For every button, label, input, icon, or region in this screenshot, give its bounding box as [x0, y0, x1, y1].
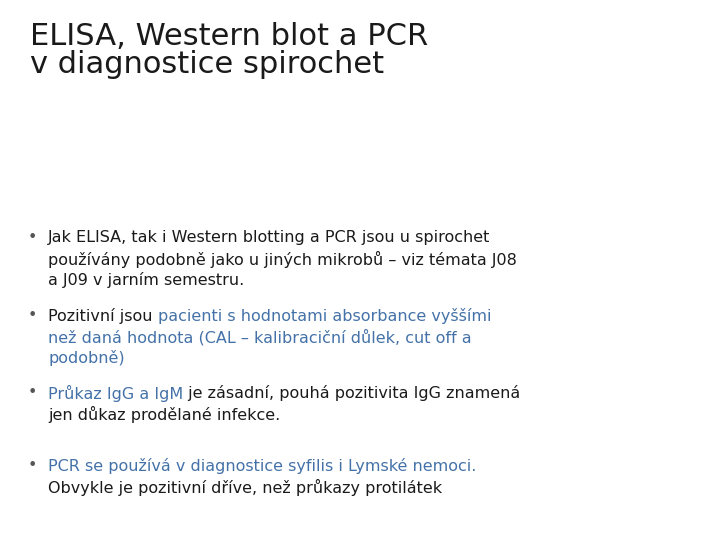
Text: Pozitivní jsou: Pozitivní jsou	[48, 308, 158, 324]
Text: Obvykle je pozitivní dříve, než průkazy protilátek: Obvykle je pozitivní dříve, než průkazy …	[48, 479, 442, 496]
Text: Průkaz IgG a IgM: Průkaz IgG a IgM	[48, 385, 184, 402]
Text: a J09 v jarním semestru.: a J09 v jarním semestru.	[48, 272, 244, 288]
Text: než daná hodnota (CAL – kalibraciční důlek, cut off a: než daná hodnota (CAL – kalibraciční důl…	[48, 329, 472, 346]
Text: používány podobně jako u jiných mikrobů – viz témata J08: používány podobně jako u jiných mikrobů …	[48, 251, 517, 268]
Text: Jak ELISA, tak i Western blotting a PCR jsou u spirochet: Jak ELISA, tak i Western blotting a PCR …	[48, 230, 490, 245]
Text: •: •	[28, 385, 37, 400]
Text: je zásadní, pouhá pozitivita IgG znamená: je zásadní, pouhá pozitivita IgG znamená	[184, 385, 521, 401]
Text: podobně): podobně)	[48, 350, 125, 366]
Text: ELISA, Western blot a PCR: ELISA, Western blot a PCR	[30, 22, 428, 51]
Text: PCR se používá v diagnostice syfilis i Lymské nemoci.: PCR se používá v diagnostice syfilis i L…	[48, 458, 477, 474]
Text: •: •	[28, 308, 37, 323]
Text: v diagnostice spirochet: v diagnostice spirochet	[30, 50, 384, 79]
Text: jen důkaz prodělané infekce.: jen důkaz prodělané infekce.	[48, 406, 280, 423]
Text: •: •	[28, 230, 37, 245]
Text: pacienti s hodnotami absorbance vyššími: pacienti s hodnotami absorbance vyššími	[158, 308, 491, 324]
Text: •: •	[28, 458, 37, 473]
